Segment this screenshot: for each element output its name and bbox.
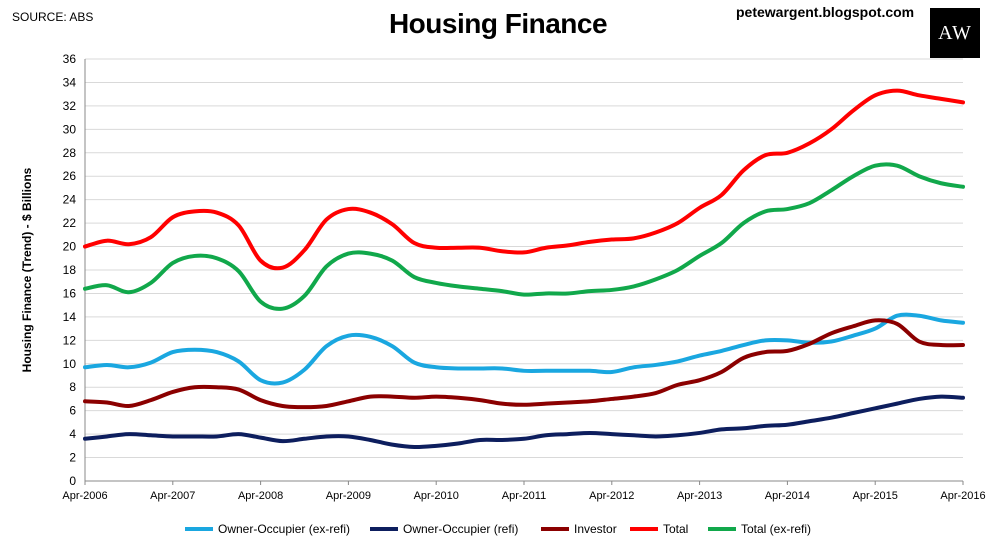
x-tick-label: Apr-2010: [414, 490, 459, 502]
legend-label: Total: [663, 522, 688, 536]
x-tick-label: Apr-2006: [62, 490, 107, 502]
legend-label: Investor: [574, 522, 617, 536]
y-tick-label: 20: [63, 240, 77, 254]
y-tick-label: 26: [63, 169, 77, 183]
series-line: [83, 318, 965, 410]
x-tick-label: Apr-2007: [150, 490, 195, 502]
y-tick-label: 4: [69, 427, 76, 441]
x-tick-label: Apr-2011: [502, 490, 546, 502]
x-tick-label: Apr-2016: [940, 490, 985, 502]
y-tick-label: 30: [63, 122, 77, 136]
y-axis-title: Housing Finance (Trend) - $ Billions: [20, 167, 34, 372]
x-tick-label: Apr-2012: [589, 490, 634, 502]
aw-logo: AW: [930, 8, 980, 58]
y-tick-label: 16: [63, 286, 77, 300]
series-line: [83, 162, 965, 311]
y-tick-label: 34: [63, 75, 77, 89]
y-tick-label: 14: [63, 310, 77, 324]
y-tick-label: 32: [63, 99, 77, 113]
legend-label: Total (ex-refi): [741, 522, 811, 536]
x-tick-label: Apr-2008: [238, 490, 283, 502]
y-tick-label: 2: [69, 451, 76, 465]
legend-label: Owner-Occupier (refi): [403, 522, 518, 536]
y-tick-label: 6: [69, 404, 76, 418]
x-tick-label: Apr-2014: [765, 490, 810, 502]
series-line: [83, 394, 965, 450]
blog-url: petewargent.blogspot.com: [736, 4, 915, 20]
y-tick-label: 24: [63, 193, 77, 207]
x-tick-label: Apr-2015: [853, 490, 898, 502]
logo-text: AW: [938, 21, 972, 44]
x-tick-label: Apr-2009: [326, 490, 371, 502]
y-tick-label: 8: [69, 380, 76, 394]
y-tick-label: 28: [63, 146, 77, 160]
y-tick-label: 18: [63, 263, 77, 277]
y-tick-label: 10: [63, 357, 77, 371]
source-label: SOURCE: ABS: [12, 10, 94, 24]
x-tick-label: Apr-2013: [677, 490, 722, 502]
y-tick-label: 22: [63, 216, 77, 230]
y-tick-label: 0: [69, 474, 76, 488]
series-line: [83, 88, 965, 271]
legend-label: Owner-Occupier (ex-refi): [218, 522, 350, 536]
y-tick-label: 36: [63, 52, 77, 66]
chart-title: Housing Finance: [388, 8, 608, 39]
y-tick-label: 12: [63, 333, 77, 347]
series-line: [83, 312, 965, 386]
